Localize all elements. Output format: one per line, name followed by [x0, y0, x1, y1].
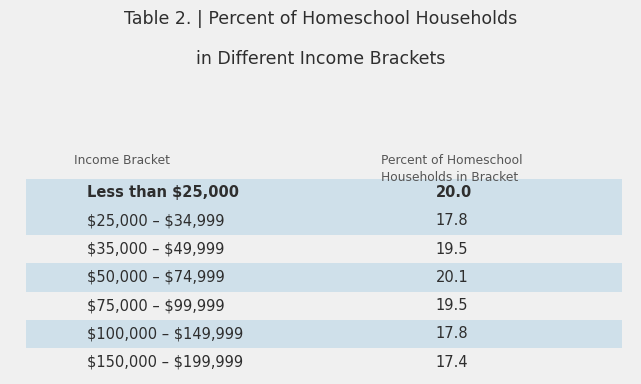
Text: 17.4: 17.4	[436, 355, 469, 370]
Bar	[26, 263, 622, 291]
Text: 17.8: 17.8	[436, 214, 469, 228]
Bar	[26, 291, 622, 320]
Text: \$35,000 – \$49,999: \$35,000 – \$49,999	[87, 242, 224, 257]
Bar	[26, 235, 622, 263]
Text: 19.5: 19.5	[436, 298, 469, 313]
Text: Table 2. | Percent of Homeschool Households: Table 2. | Percent of Homeschool Househo…	[124, 10, 517, 28]
Bar	[26, 348, 622, 376]
Text: \$50,000 – \$74,999: \$50,000 – \$74,999	[87, 270, 224, 285]
Text: Percent of Homeschool
Households in Bracket: Percent of Homeschool Households in Brac…	[381, 154, 523, 184]
Text: 19.5: 19.5	[436, 242, 469, 257]
Bar	[26, 207, 622, 235]
Text: 20.0: 20.0	[436, 185, 472, 200]
Bar	[26, 179, 622, 207]
Text: 20.1: 20.1	[436, 270, 469, 285]
Text: in Different Income Brackets: in Different Income Brackets	[196, 50, 445, 68]
Text: \$150,000 – \$199,999: \$150,000 – \$199,999	[87, 355, 243, 370]
Text: Income Bracket: Income Bracket	[74, 154, 170, 167]
Bar	[26, 320, 622, 348]
Text: Less than \$25,000: Less than \$25,000	[87, 185, 238, 200]
Text: \$100,000 – \$149,999: \$100,000 – \$149,999	[87, 326, 243, 341]
Text: \$75,000 – \$99,999: \$75,000 – \$99,999	[87, 298, 224, 313]
Text: \$25,000 – \$34,999: \$25,000 – \$34,999	[87, 214, 224, 228]
Text: 17.8: 17.8	[436, 326, 469, 341]
